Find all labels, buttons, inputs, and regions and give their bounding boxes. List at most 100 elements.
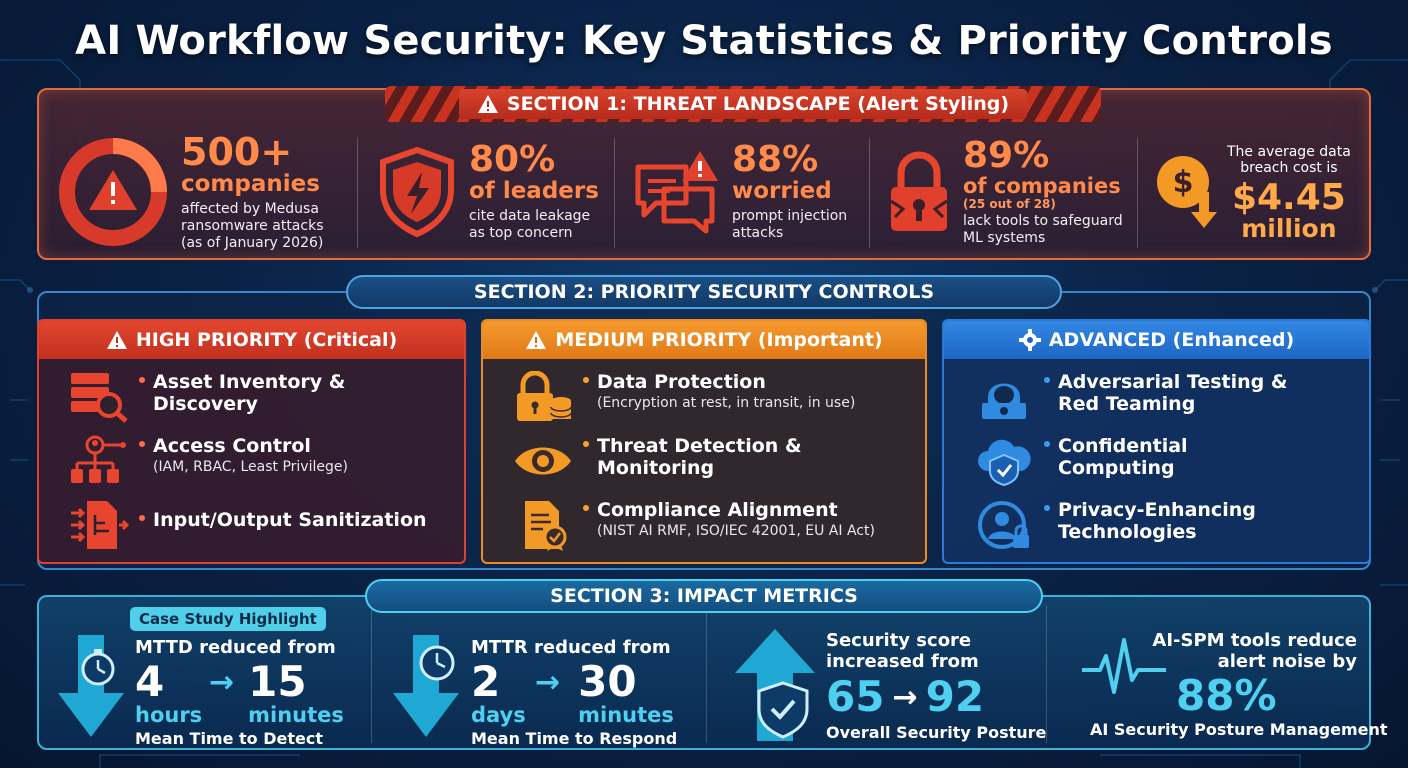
stat-desc-1: prompt injection [732,208,848,224]
arrow-right-icon: → [892,679,918,715]
metric-value: 88% [1176,671,1277,720]
section1-banner: SECTION 1: THREAT LANDSCAPE (Alert Styli… [385,86,1101,122]
clock-arrow-icon [393,635,459,737]
stat-value: 89% [963,134,1050,176]
metric-mttd: MTTD reduced from 4 hours → 15 minutes M… [135,637,344,748]
metric-caption: Overall Security Posture [826,723,1047,742]
gear-icon [1018,329,1041,351]
section3-title: SECTION 3: IMPACT METRICS [550,585,858,607]
divider [1046,605,1047,743]
metric-to-unit: minutes [578,703,674,727]
stat-desc-2: as top concern [469,225,573,241]
metric-label-2: alert noise by [1217,651,1357,672]
divider [371,605,372,743]
page-title: AI Workflow Security: Key Statistics & P… [75,18,1333,64]
metric-caption: AI Security Posture Management [1090,720,1388,739]
eye-icon [515,447,571,475]
divider [869,138,870,248]
item-title-1: Asset Inventory & [153,371,346,393]
stat-desc-2: ML systems [963,229,1046,246]
server-search-icon [71,373,128,423]
stat-worried: 88% worried prompt injection attacks [634,128,884,256]
item-title-2: Computing [1058,457,1175,479]
metric-from: 2 [471,657,501,706]
arrow-right-icon: → [535,665,561,700]
card-title: ADVANCED (Enhanced) [1048,329,1295,351]
stat-desc-2: ransomware attacks [181,217,324,234]
stat-value: 88% [732,139,819,180]
stat-desc-3: (as of January 2026) [181,234,324,251]
broken-lock-icon [890,151,948,231]
stat-companies-tools: 89% of companies (25 out of 28) lack too… [887,128,1142,256]
item-title-1: Privacy-Enhancing [1058,499,1256,521]
metric-caption: Mean Time to Detect [135,729,323,748]
divider [706,605,707,743]
stat-desc-2: attacks [732,225,784,241]
section1-title: SECTION 1: THREAT LANDSCAPE (Alert Styli… [506,93,1010,115]
stat-unit: of companies [963,173,1121,198]
stat-breach-cost: $ The average data breach cost is $4.45 … [1155,128,1365,256]
section2-title: SECTION 2: PRIORITY SECURITY CONTROLS [473,281,935,303]
item-title-2: Monitoring [597,457,715,479]
item-sub: (NIST AI RMF, ISO/IEC 42001, EU AI Act) [597,523,875,539]
metric-label: MTTD reduced from [135,637,336,658]
cloud-shield-icon [978,439,1031,487]
stopwatch-arrow-icon [58,635,124,737]
item-sub: (IAM, RBAC, Least Privilege) [153,459,348,475]
shield-up-icon [735,629,815,741]
item-title-1: Threat Detection & [597,435,802,457]
metric-label-1: AI-SPM tools reduce [1152,630,1357,651]
stat-value: 80% [469,139,556,180]
warning-icon [477,95,498,113]
item-title-2: Technologies [1058,521,1197,543]
item-title-2: Discovery [153,393,258,415]
metric-security-score: Security score increased from 65 → 92 Ov… [826,630,1046,742]
metric-to: 92 [925,672,985,721]
metric-to: 15 [248,657,307,706]
svg-text:$: $ [1173,165,1194,200]
file-filter-icon [71,501,129,549]
warning-icon [106,331,127,349]
divider [357,138,358,248]
item-title-1: Input/Output Sanitization [153,509,427,531]
stat-leaders: 80% of leaders cite data leakage as top … [377,128,617,256]
arrow-right-icon: → [209,665,235,700]
stat-unit: companies [181,170,320,197]
stat-unit: worried [732,178,832,204]
metric-caption: Mean Time to Respond [471,729,678,748]
item-title-1: Data Protection [597,371,766,393]
advanced-card: ADVANCED (Enhanced) Adversarial Testing … [942,319,1371,564]
stat-unit: of leaders [469,178,599,204]
stat-pre-2: breach cost is [1240,159,1338,176]
certificate-icon [525,501,567,551]
item-title-1: Compliance Alignment [597,499,838,521]
chat-alert-icon [635,151,718,234]
user-hierarchy-icon [71,435,126,483]
stat-desc-1: affected by Medusa [181,200,319,217]
threat-landscape-section: SECTION 1: THREAT LANDSCAPE (Alert Styli… [37,86,1371,260]
metric-label-2: increased from [826,651,979,672]
dollar-down-icon: $ [1157,156,1217,228]
metric-from-unit: days [471,703,526,727]
metric-alert-noise: AI-SPM tools reduce alert noise by [1085,630,1357,672]
metric-from: 4 [135,657,165,706]
stat-companies: 500+ companies affected by Medusa ransom… [57,128,357,256]
stat-value: 500+ [181,129,293,174]
item-title-1: Adversarial Testing & [1058,371,1288,393]
high-priority-card: HIGH PRIORITY (Critical) Asset Inventory… [37,319,466,564]
divider [614,138,615,248]
stat-desc-1: lack tools to safeguard [963,212,1123,229]
stat-desc-1: cite data leakage [469,208,591,224]
warning-icon [526,331,547,349]
item-title-1: Access Control [153,435,311,457]
warning-ring-icon [59,138,167,246]
stat-unit: million [1241,213,1337,243]
section3-banner: SECTION 3: IMPACT METRICS [365,579,1043,613]
stat-note: (25 out of 28) [963,196,1056,211]
metric-label: MTTR reduced from [471,637,671,658]
metric-to-unit: minutes [248,703,344,727]
metric-label-1: Security score [826,630,972,651]
metric-from: 65 [826,672,885,721]
metric-to: 30 [578,657,637,706]
pulse-icon [1082,638,1166,694]
